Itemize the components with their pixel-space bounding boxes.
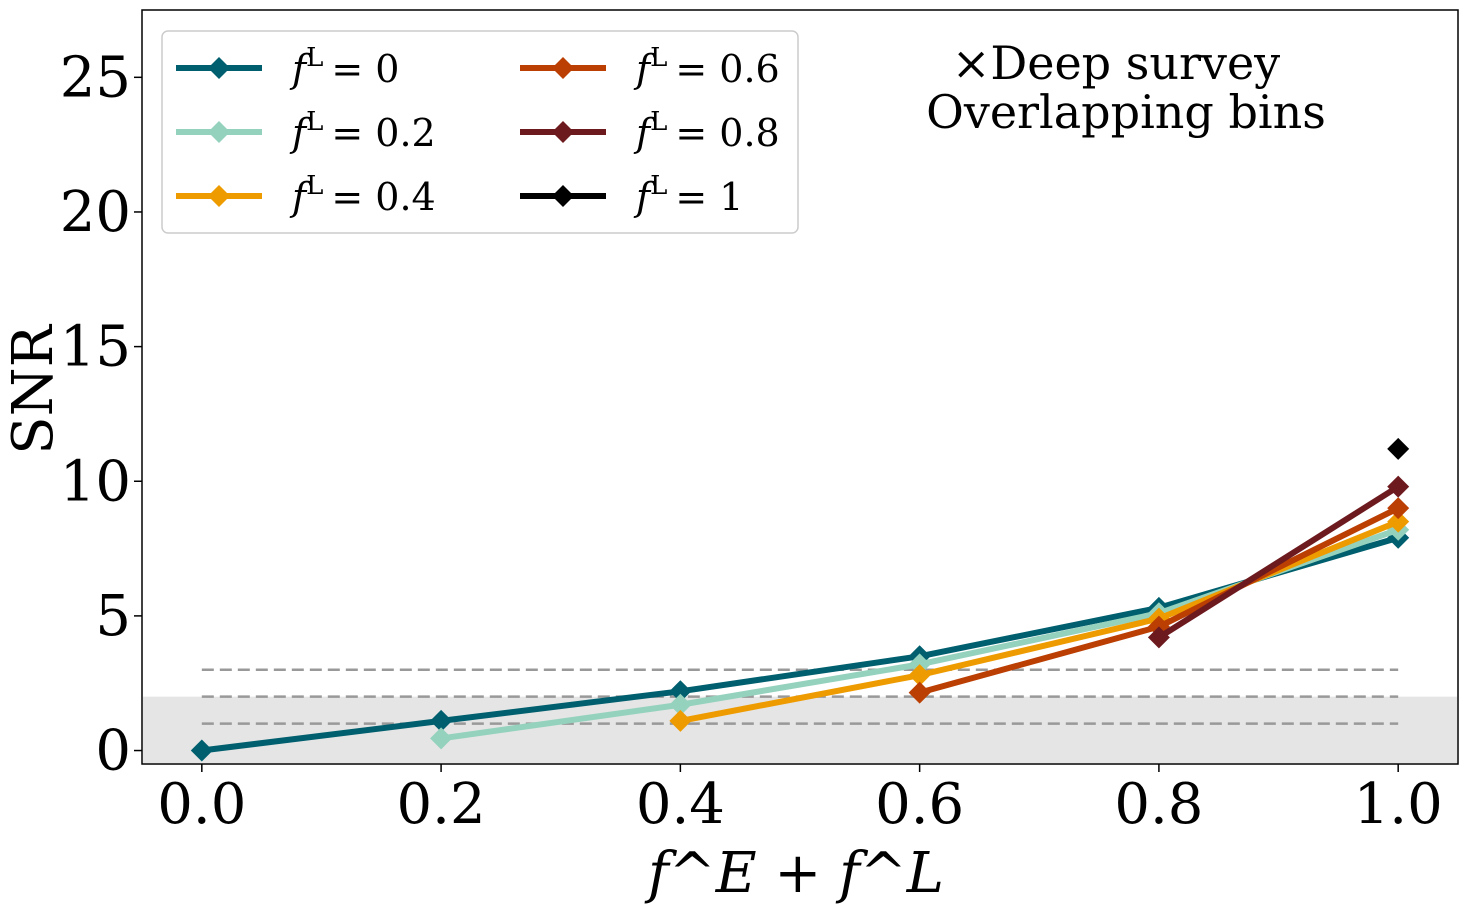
y-axis-label-text: SNR [1, 323, 66, 454]
legend-label-sup-1: L [306, 107, 323, 137]
legend-swatch-marker-1 [208, 121, 230, 143]
legend: fL = 0fL = 0.2fL = 0.4fL = 0.6fL = 0.8fL = 1 [161, 30, 799, 234]
shaded-band-layer [143, 696, 1457, 763]
legend-label-sup-0: L [306, 43, 323, 73]
y-tick-label-2: 10 [60, 449, 131, 514]
series-1-point-0 [430, 727, 453, 750]
series-2-point-3 [1387, 510, 1410, 533]
x-tick-label-1: 0.2 [397, 772, 486, 837]
annotation-overlapping-bins: Overlapping bins [926, 85, 1326, 139]
legend-label-value-2: = 0.4 [331, 175, 435, 219]
series-layer [190, 437, 1410, 762]
legend-item-1: fL = 0.2 [176, 107, 436, 155]
series-0-point-1 [430, 709, 453, 732]
legend-swatch-marker-0 [208, 57, 230, 79]
series-4-point-0 [1147, 626, 1170, 649]
legend-label-1: fL = 0.2 [289, 107, 436, 155]
x-axis-label-text: f^E + f^L [644, 841, 944, 906]
legend-swatch-marker-2 [208, 185, 230, 207]
legend-item-4: fL = 0.8 [520, 107, 780, 155]
y-axis-label: SNR [1, 323, 66, 454]
series-4 [1147, 475, 1410, 649]
annotation-deep-survey: ×Deep survey [952, 36, 1280, 90]
y-tick-label-0: 0 [95, 719, 131, 784]
series-4-point-1 [1387, 475, 1410, 498]
legend-label-value-1: = 0.2 [331, 111, 435, 155]
legend-box [161, 30, 799, 234]
x-axis-label: f^E + f^L [644, 841, 944, 906]
legend-label-sup-5: L [650, 171, 667, 201]
series-1-point-1 [669, 693, 692, 716]
series-2-point-1 [908, 664, 931, 687]
legend-item-0: fL = 0 [176, 43, 399, 91]
legend-label-value-3: = 0.6 [675, 47, 779, 91]
legend-label-sup-2: L [306, 171, 323, 201]
legend-item-2: fL = 0.4 [176, 171, 436, 219]
x-tick-label-2: 0.4 [636, 772, 725, 837]
legend-swatch-marker-3 [552, 57, 574, 79]
y-tick-label-4: 20 [60, 180, 131, 245]
legend-label-2: fL = 0.4 [289, 171, 436, 219]
y-tick-label-5: 25 [60, 45, 131, 110]
legend-swatch-marker-4 [552, 121, 574, 143]
legend-items: fL = 0fL = 0.2fL = 0.4fL = 0.6fL = 0.8fL = 1 [176, 43, 780, 219]
legend-label-sup-3: L [650, 43, 667, 73]
shaded-band [143, 696, 1457, 763]
legend-label-value-5: = 1 [675, 175, 743, 219]
series-0-point-2 [669, 680, 692, 703]
x-tick-label-0: 0.0 [157, 772, 246, 837]
series-5-point-0 [1387, 437, 1410, 460]
legend-label-value-0: = 0 [331, 47, 399, 91]
series-line-4 [1155, 483, 1402, 641]
legend-label-0: fL = 0 [289, 43, 399, 91]
series-5 [1387, 437, 1410, 460]
legend-item-5: fL = 1 [520, 171, 743, 219]
series-2-point-0 [669, 709, 692, 732]
legend-label-5: fL = 1 [633, 171, 743, 219]
series-0-point-0 [190, 739, 213, 762]
legend-label-value-4: = 0.8 [675, 111, 779, 155]
x-tick-label-5: 1.0 [1354, 772, 1443, 837]
legend-label-sup-4: L [650, 107, 667, 137]
plot-frame [141, 9, 1459, 765]
y-tick-label-1: 5 [95, 584, 131, 649]
x-tick-label-4: 0.8 [1114, 772, 1203, 837]
legend-swatch-marker-5 [552, 185, 574, 207]
x-tick-label-3: 0.6 [875, 772, 964, 837]
y-tick-label-3: 15 [60, 315, 131, 380]
tick-layer: 0.0 0.2 0.4 0.6 0.8 1.0 0 5 10 15 20 25 [60, 45, 1443, 837]
legend-item-3: fL = 0.6 [520, 43, 780, 91]
series-3-point-2 [1387, 497, 1410, 520]
series-3-point-0 [908, 681, 931, 704]
